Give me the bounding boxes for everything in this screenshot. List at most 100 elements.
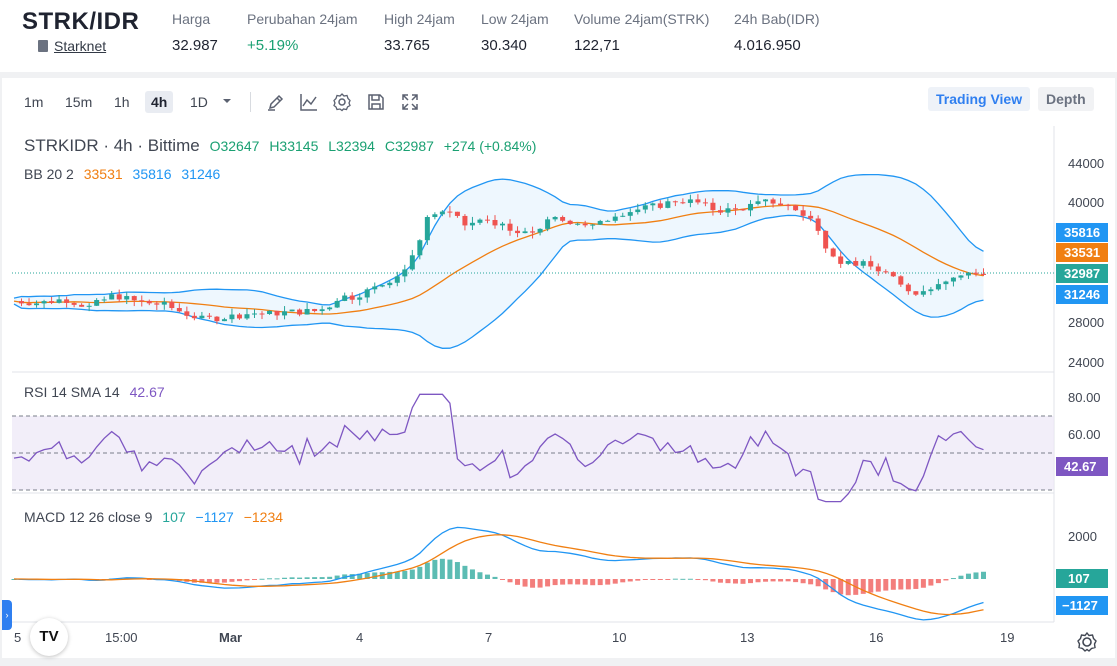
timeframe-1d[interactable]: 1D	[190, 94, 208, 110]
candle-body	[672, 201, 678, 203]
candle-body	[597, 220, 603, 225]
candle-body	[71, 302, 77, 305]
ohlc-change: +274 (+0.84%)	[443, 138, 537, 154]
tradingview-logo[interactable]: TV	[30, 618, 68, 656]
macd-histogram-bar	[928, 579, 934, 586]
stat-value: 30.340	[481, 37, 527, 54]
macd-histogram-bar	[845, 579, 851, 596]
time-axis-label: 19	[1000, 630, 1014, 645]
candles-group	[19, 194, 986, 325]
network-name[interactable]: Starknet	[54, 38, 107, 54]
settings-icon[interactable]	[332, 92, 352, 112]
macd-histogram-bar	[605, 579, 611, 585]
candle-body	[432, 214, 438, 218]
macd-legend[interactable]: MACD 12 26 close 9 107 −1127 −1234	[24, 509, 289, 525]
macd-histogram-bar	[582, 579, 588, 585]
candle-body	[229, 314, 235, 320]
document-icon	[38, 40, 48, 52]
macd-histogram-bar	[808, 579, 814, 585]
candle-body	[890, 272, 896, 277]
save-icon[interactable]	[366, 92, 386, 112]
candle-body	[800, 210, 806, 216]
candle-body	[710, 202, 716, 211]
candle-body	[605, 220, 611, 222]
stat-change: Perubahan 24jam +5.19%	[247, 11, 358, 54]
stat-volume: Volume 24jam(STRK) 122,71	[574, 11, 709, 54]
candle-body	[958, 275, 964, 278]
candle-body	[793, 205, 799, 211]
macd-histogram-bar	[725, 579, 731, 584]
candle-body	[64, 299, 70, 303]
bb-fill	[14, 174, 984, 349]
candle-body	[34, 303, 40, 306]
rsi-value: 42.67	[129, 384, 165, 400]
macd-histogram-bar	[146, 579, 152, 580]
candle-body	[748, 203, 754, 211]
candle-body	[176, 308, 182, 312]
bb-legend[interactable]: BB 20 2 33531 35816 31246	[24, 166, 226, 182]
candle-body	[853, 261, 859, 266]
sidebar-toggle-button[interactable]: ›	[2, 600, 12, 630]
timeframe-1m[interactable]: 1m	[24, 94, 44, 110]
candle-body	[417, 240, 423, 256]
candle-body	[913, 291, 919, 295]
indicator-chart-icon[interactable]	[299, 92, 319, 112]
macd-histogram-bar	[462, 565, 468, 579]
candle-body	[965, 272, 971, 276]
macd-histogram-bar	[702, 579, 708, 581]
candle-body	[657, 203, 663, 208]
candle-body	[582, 223, 588, 226]
macd-histogram-bar	[417, 566, 423, 579]
candle-body	[244, 314, 250, 319]
rsi-axis-label: 60.00	[1068, 427, 1101, 442]
candle-body	[109, 294, 115, 300]
macd-histogram-bar	[560, 579, 566, 585]
price-axis-label: 44000	[1068, 156, 1104, 171]
macd-histogram-bar	[454, 562, 460, 579]
timeframe-1h[interactable]: 1h	[114, 94, 130, 110]
trading-view-tab[interactable]: Trading View	[928, 87, 1031, 111]
macd-histogram-bar	[229, 579, 235, 582]
chevron-down-icon[interactable]	[220, 94, 234, 108]
candle-body	[702, 202, 708, 204]
chart-settings-icon[interactable]	[1074, 629, 1100, 655]
candle-body	[763, 199, 769, 202]
time-axis-label: 16	[869, 630, 883, 645]
candle-body	[259, 313, 265, 315]
depth-tab[interactable]: Depth	[1038, 87, 1094, 111]
stat-label: Harga	[172, 11, 211, 27]
macd-histogram-bar	[364, 573, 370, 579]
stat-label: High 24jam	[384, 11, 455, 27]
timeframe-15m[interactable]: 15m	[65, 94, 93, 110]
candle-body	[590, 224, 596, 226]
price-chart[interactable]: 44000 40000 28000 24000 80.00 60.00 2000…	[2, 126, 1115, 658]
candle-body	[770, 199, 776, 204]
macd-histogram-bar	[672, 578, 678, 580]
chart-title: STRKIDR · 4h · Bittime	[24, 136, 200, 155]
macd-histogram-bar	[507, 579, 513, 583]
macd-histogram-bar	[665, 579, 671, 580]
macd-histogram-bar	[515, 579, 521, 585]
candle-body	[94, 300, 100, 306]
chart-canvas[interactable]: 44000 40000 28000 24000 80.00 60.00 2000…	[2, 126, 1115, 658]
stat-value: 32.987	[172, 37, 218, 54]
macd-histogram-bar	[612, 579, 618, 584]
macd-histogram-bar	[800, 579, 806, 584]
macd-histogram-bar	[545, 579, 551, 587]
macd-histogram-bar	[567, 579, 573, 585]
candle-body	[409, 255, 415, 270]
macd-histogram-bar	[717, 579, 723, 583]
candle-body	[620, 215, 626, 217]
candle-body	[695, 199, 701, 203]
rsi-legend[interactable]: RSI 14 SMA 14 42.67	[24, 384, 171, 400]
network-link[interactable]: Starknet	[38, 38, 107, 54]
fullscreen-icon[interactable]	[400, 92, 420, 112]
brush-icon[interactable]	[266, 92, 286, 112]
macd-histogram-bar	[267, 578, 273, 580]
macd-histogram-bar	[898, 579, 904, 590]
candle-body	[191, 315, 197, 319]
candle-body	[387, 282, 393, 286]
candle-body	[154, 303, 160, 305]
candle-body	[552, 216, 558, 220]
timeframe-4h[interactable]: 4h	[145, 91, 174, 113]
